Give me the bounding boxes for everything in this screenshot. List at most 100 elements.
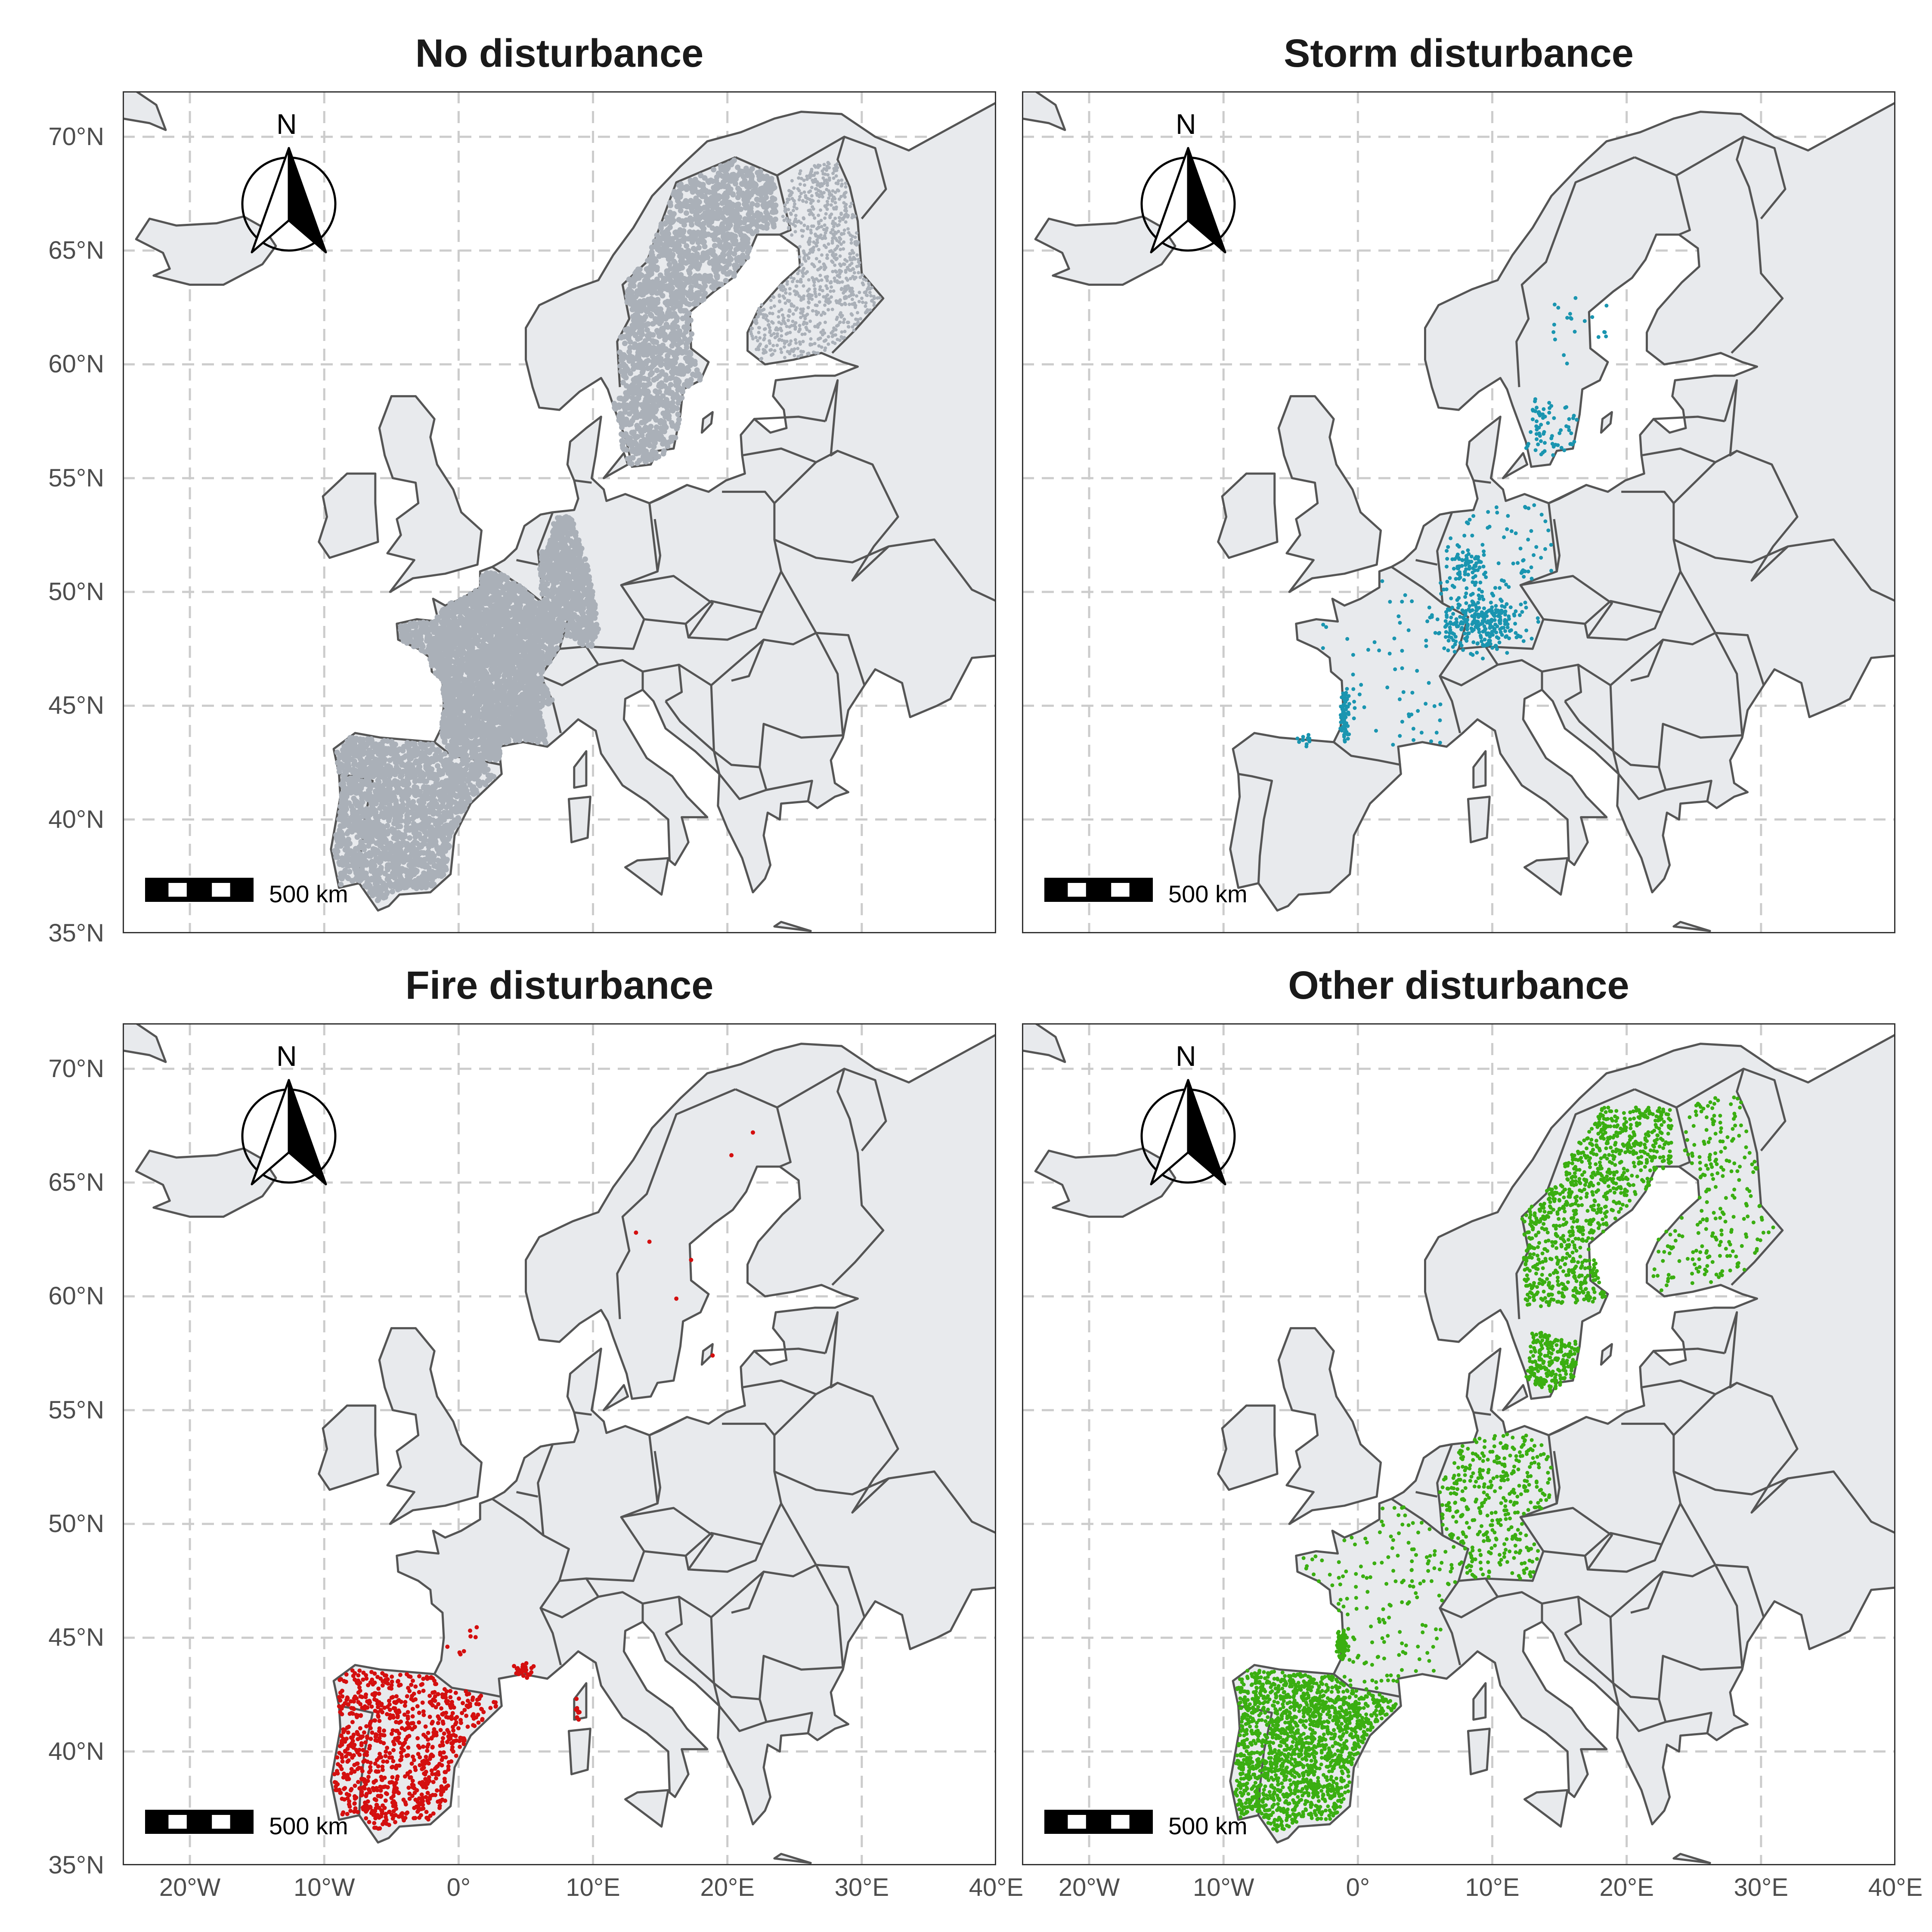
plot-point [428, 824, 434, 830]
plot-point [424, 748, 430, 754]
plot-point [416, 764, 422, 770]
plot-point [777, 320, 781, 324]
plot-point [372, 768, 378, 774]
plot-point [851, 235, 855, 238]
plot-point [388, 748, 394, 754]
plot-point [842, 247, 845, 251]
plot-point [792, 205, 796, 209]
plot-point [368, 865, 375, 871]
plot-point [827, 192, 831, 196]
plot-point [344, 738, 350, 744]
plot-point [450, 782, 456, 788]
plot-point [807, 293, 811, 296]
plot-point [801, 340, 805, 344]
plot-point [797, 269, 801, 272]
plot-point [337, 827, 343, 833]
plot-point [833, 248, 837, 252]
plot-point [784, 291, 788, 295]
plot-point [826, 161, 830, 164]
plot-point [813, 342, 817, 346]
plot-point [848, 289, 852, 293]
plot-point [843, 295, 846, 299]
plot-point [815, 313, 819, 316]
plot-point [783, 345, 786, 349]
plot-point [756, 345, 760, 349]
land-ireland [318, 472, 379, 559]
plot-point [448, 755, 454, 762]
plot-point [814, 242, 818, 245]
plot-point [373, 741, 379, 747]
plot-point [758, 326, 762, 330]
plot-point [833, 276, 836, 280]
plot-point [429, 851, 435, 857]
plot-point [755, 315, 759, 319]
plot-point [838, 262, 842, 266]
plot-point [353, 861, 359, 867]
plot-point [840, 178, 844, 182]
plot-point [849, 241, 853, 245]
plot-point [805, 270, 809, 274]
plot-point [786, 314, 790, 318]
plot-point [353, 852, 359, 858]
plot-point [861, 283, 865, 287]
plot-point [399, 808, 406, 814]
plot-point [471, 791, 477, 797]
plot-point [853, 322, 857, 326]
plot-point [861, 273, 864, 277]
plot-point [402, 762, 408, 768]
plot-point [805, 200, 808, 204]
plot-point [823, 339, 827, 343]
plot-point [796, 272, 800, 276]
plot-point [848, 277, 852, 281]
land-sardinia [567, 796, 591, 843]
plot-point [421, 785, 427, 791]
plot-point [864, 293, 868, 297]
plot-point [405, 775, 411, 781]
plot-point [855, 265, 859, 269]
plot-point [768, 329, 772, 333]
plot-point [448, 821, 454, 827]
plot-point [429, 842, 435, 848]
plot-point [775, 332, 779, 336]
plot-point [793, 289, 796, 293]
plot-point [433, 780, 439, 786]
plot-point [832, 326, 836, 330]
plot-point [443, 824, 449, 830]
plot-point [792, 277, 796, 281]
plot-point [807, 238, 811, 242]
plot-point [423, 778, 429, 784]
plot-point [383, 830, 389, 836]
plot-point [842, 262, 846, 266]
plot-point [799, 316, 802, 319]
plot-point [825, 203, 829, 207]
plot-point [771, 312, 774, 316]
plot-point [789, 339, 793, 343]
plot-point [836, 316, 839, 319]
plot-point [435, 864, 441, 870]
plot-point [825, 287, 829, 290]
plot-point [395, 824, 401, 830]
country-border [722, 490, 783, 613]
plot-point [822, 167, 826, 171]
plot-point [855, 253, 859, 257]
plot-point [441, 855, 447, 861]
plot-point [817, 248, 820, 251]
plot-point [815, 193, 819, 197]
plot-point [789, 211, 793, 215]
plot-point [848, 258, 852, 262]
plot-point [849, 238, 853, 242]
plot-point [834, 253, 838, 257]
plot-point [804, 314, 808, 318]
plot-point [842, 192, 846, 196]
plot-point [788, 292, 792, 296]
plot-point [811, 279, 815, 282]
plot-point [820, 345, 824, 349]
plot-point [344, 817, 350, 824]
plot-point [390, 855, 396, 861]
plot-point [810, 297, 814, 301]
plot-point [365, 811, 371, 817]
country-border [653, 519, 662, 572]
plot-point [439, 869, 445, 875]
plot-point [845, 320, 849, 324]
plot-point [852, 271, 856, 275]
